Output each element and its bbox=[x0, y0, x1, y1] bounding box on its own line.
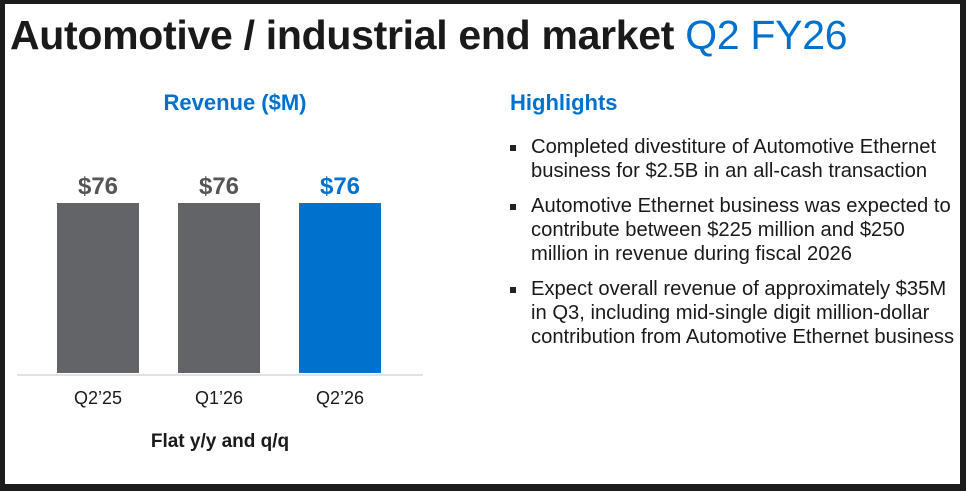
highlight-text: Automotive Ethernet business was expecte… bbox=[531, 195, 951, 265]
bar-2 bbox=[299, 203, 381, 373]
highlight-text: Completed divestiture of Automotive Ethe… bbox=[531, 136, 937, 182]
x-tick-label: Q2’25 bbox=[74, 388, 122, 408]
chart-title: Revenue ($M) bbox=[163, 90, 307, 115]
slide: Automotive / industrial end market Q2 FY… bbox=[5, 4, 960, 484]
highlight-item: Completed divestiture of Automotive Ethe… bbox=[508, 135, 958, 183]
highlights-list: Completed divestiture of Automotive Ethe… bbox=[508, 135, 958, 360]
highlights-title: Highlights bbox=[510, 90, 618, 115]
chart-footnote: Flat y/y and q/q bbox=[150, 431, 290, 452]
highlight-item: Automotive Ethernet business was expecte… bbox=[508, 194, 958, 266]
bar-0 bbox=[57, 203, 139, 373]
revenue-bar-chart: $76 Q2’25 $76 Q1’26 $76 Q2’26 bbox=[17, 173, 423, 408]
bullet-icon bbox=[510, 145, 516, 151]
x-tick-label: Q2’26 bbox=[316, 388, 364, 408]
data-label: $76 bbox=[320, 173, 360, 200]
highlight-text: Expect overall revenue of approximately … bbox=[531, 278, 955, 348]
bullet-icon bbox=[510, 204, 516, 210]
bar-1 bbox=[178, 203, 260, 373]
slide-title: Automotive / industrial end market Q2 FY… bbox=[10, 12, 848, 59]
bullet-icon bbox=[510, 287, 516, 293]
highlight-item: Expect overall revenue of approximately … bbox=[508, 277, 958, 349]
title-main: Automotive / industrial end market bbox=[10, 12, 675, 58]
data-label: $76 bbox=[199, 173, 239, 200]
x-tick-label: Q1’26 bbox=[195, 388, 243, 408]
title-accent: Q2 FY26 bbox=[685, 12, 848, 58]
data-label: $76 bbox=[78, 173, 118, 200]
